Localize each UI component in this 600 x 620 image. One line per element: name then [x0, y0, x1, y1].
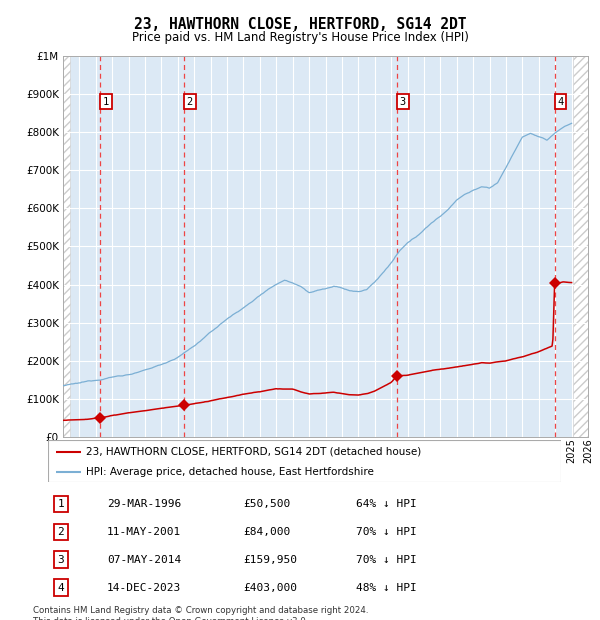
Text: 07-MAY-2014: 07-MAY-2014 [107, 555, 181, 565]
Text: 14-DEC-2023: 14-DEC-2023 [107, 583, 181, 593]
Text: 64% ↓ HPI: 64% ↓ HPI [356, 499, 416, 509]
Text: Contains HM Land Registry data © Crown copyright and database right 2024.
This d: Contains HM Land Registry data © Crown c… [33, 606, 368, 620]
Text: 1: 1 [103, 97, 109, 107]
Text: 3: 3 [400, 97, 406, 107]
FancyBboxPatch shape [48, 440, 561, 482]
Bar [63, 56, 70, 437]
Text: 4: 4 [58, 583, 64, 593]
Text: 2: 2 [187, 97, 193, 107]
Text: 23, HAWTHORN CLOSE, HERTFORD, SG14 2DT: 23, HAWTHORN CLOSE, HERTFORD, SG14 2DT [134, 17, 466, 32]
Text: 11-MAY-2001: 11-MAY-2001 [107, 527, 181, 537]
Text: 23, HAWTHORN CLOSE, HERTFORD, SG14 2DT (detached house): 23, HAWTHORN CLOSE, HERTFORD, SG14 2DT (… [86, 446, 422, 456]
Text: 70% ↓ HPI: 70% ↓ HPI [356, 527, 416, 537]
Text: Price paid vs. HM Land Registry's House Price Index (HPI): Price paid vs. HM Land Registry's House … [131, 31, 469, 44]
Text: £159,950: £159,950 [243, 555, 297, 565]
Text: 1: 1 [58, 499, 64, 509]
Text: 29-MAR-1996: 29-MAR-1996 [107, 499, 181, 509]
Text: £84,000: £84,000 [243, 527, 290, 537]
Text: £50,500: £50,500 [243, 499, 290, 509]
Text: HPI: Average price, detached house, East Hertfordshire: HPI: Average price, detached house, East… [86, 467, 374, 477]
Text: 3: 3 [58, 555, 64, 565]
Bar [573, 56, 588, 437]
Text: 2: 2 [58, 527, 64, 537]
Text: £403,000: £403,000 [243, 583, 297, 593]
Text: 4: 4 [557, 97, 564, 107]
Text: 48% ↓ HPI: 48% ↓ HPI [356, 583, 416, 593]
Text: 70% ↓ HPI: 70% ↓ HPI [356, 555, 416, 565]
